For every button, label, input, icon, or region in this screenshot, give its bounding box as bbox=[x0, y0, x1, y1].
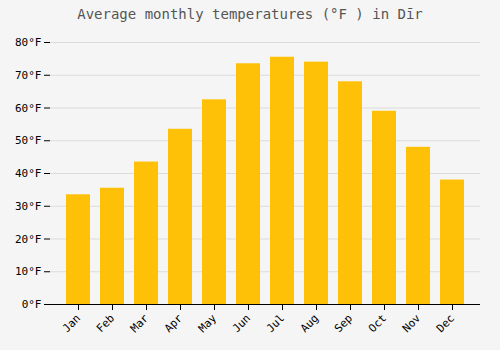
svg-text:Mar: Mar bbox=[128, 311, 152, 335]
svg-text:0°F: 0°F bbox=[22, 298, 42, 311]
svg-text:May: May bbox=[196, 311, 220, 335]
svg-text:Jan: Jan bbox=[60, 312, 83, 335]
svg-text:70°F: 70°F bbox=[15, 69, 42, 82]
svg-text:Aug: Aug bbox=[298, 312, 321, 335]
svg-text:20°F: 20°F bbox=[15, 233, 42, 246]
svg-text:30°F: 30°F bbox=[15, 200, 42, 213]
svg-text:60°F: 60°F bbox=[15, 102, 42, 115]
svg-text:Sep: Sep bbox=[332, 312, 355, 335]
html-text:Average monthly temperatures (: Average monthly temperatures (°F ) in Dī… bbox=[77, 6, 423, 22]
svg-text:50°F: 50°F bbox=[15, 134, 42, 147]
svg-text:Oct: Oct bbox=[366, 312, 389, 335]
svg-text:Nov: Nov bbox=[400, 311, 424, 335]
svg-text:Feb: Feb bbox=[94, 312, 117, 335]
svg-text:Dec: Dec bbox=[434, 312, 457, 335]
svg-text:80°F: 80°F bbox=[15, 36, 42, 49]
svg-text:10°F: 10°F bbox=[15, 265, 42, 278]
svg-text:Jun: Jun bbox=[230, 312, 253, 335]
svg-text:Apr: Apr bbox=[162, 311, 186, 335]
svg-text:Jul: Jul bbox=[264, 312, 287, 335]
svg-text:40°F: 40°F bbox=[15, 167, 42, 180]
